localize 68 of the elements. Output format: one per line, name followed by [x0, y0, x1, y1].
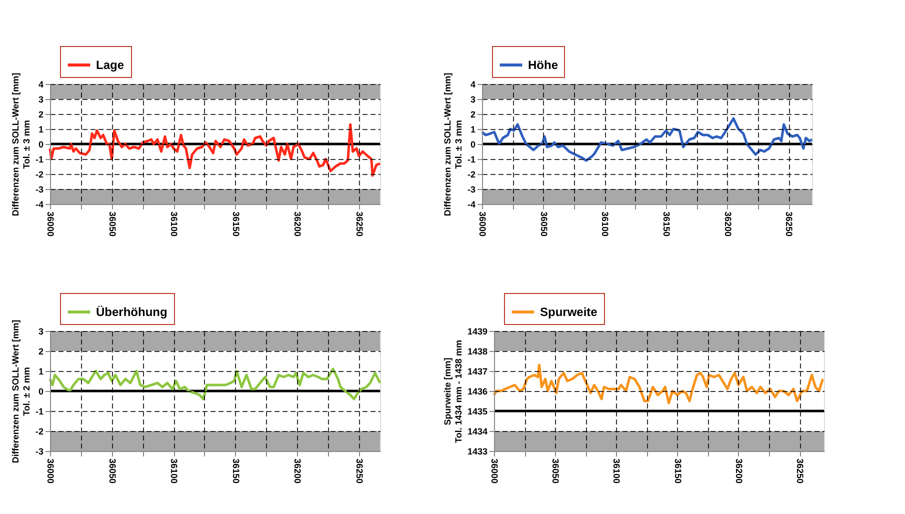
y-tick-label: 1 — [38, 366, 44, 376]
y-tick-label: 1436 — [467, 386, 488, 396]
y-tick-label: 2 — [38, 110, 44, 120]
line-series — [48, 123, 382, 177]
x-tick-label: 36100 — [169, 458, 180, 484]
y-tick-label: 3 — [38, 326, 44, 336]
x-tick-label: 36200 — [292, 212, 303, 237]
x-tick-label: 36150 — [230, 458, 241, 484]
x-tick-label: 36200 — [292, 458, 303, 484]
y-tick-label: 1 — [38, 124, 44, 134]
x-tick-label: 36100 — [169, 212, 180, 237]
y-tick-label: -3 — [35, 184, 44, 194]
x-tick-label: 36100 — [600, 212, 610, 237]
y-tick-label: -1 — [35, 406, 44, 416]
x-tick-label: 36150 — [230, 212, 241, 237]
y-tick-label: 1438 — [467, 346, 488, 356]
y-tick-label: 1437 — [467, 366, 488, 376]
y-axis-title: Spurweite [mm] Tol. 1434 mm - 1438 mm — [442, 340, 464, 443]
x-tick-label: 36250 — [354, 212, 364, 237]
y-tick-label: 3 — [470, 94, 476, 104]
y-tick-label: -4 — [35, 200, 44, 210]
x-tick-label: 36200 — [722, 212, 733, 237]
y-tick-label: -3 — [467, 184, 476, 194]
line-series — [48, 368, 382, 400]
x-tick-label: 36050 — [107, 212, 118, 237]
y-tick-label: -2 — [35, 426, 44, 436]
line-series — [492, 364, 824, 404]
x-tick-label: 36150 — [672, 458, 683, 484]
x-tick-label: 36050 — [107, 458, 118, 484]
legend-label: Überhöhung — [96, 305, 168, 319]
y-tick-label: 0 — [38, 386, 44, 396]
y-axis-title: Differenzen zum SOLL-Wert [mm] Tol. ± 2 mm — [10, 320, 32, 464]
y-tick-label: 4 — [38, 80, 44, 90]
y-tick-label: 0 — [470, 140, 476, 150]
y-tick-label: -1 — [467, 154, 476, 164]
x-tick-label: 36000 — [46, 212, 56, 237]
y-tick-label: -2 — [467, 170, 476, 180]
y-tick-label: 1433 — [467, 446, 488, 456]
legend-label: Spurweite — [540, 305, 598, 319]
y-axis-title: Differenzen zum SOLL-Wert [mm] Tol. ± 3 mm — [442, 72, 464, 216]
y-tick-label: 4 — [470, 80, 476, 90]
x-tick-label: 36000 — [478, 212, 488, 237]
y-tick-label: 1434 — [467, 426, 488, 436]
x-tick-label: 36150 — [662, 212, 672, 237]
x-tick-label: 36100 — [612, 458, 622, 484]
legend-label: Lage — [96, 58, 124, 72]
y-tick-label: 1435 — [467, 406, 488, 416]
y-tick-label: 3 — [38, 94, 44, 104]
y-tick-label: -1 — [35, 154, 44, 164]
x-tick-label: 36250 — [354, 458, 364, 484]
legend-label: Höhe — [528, 58, 558, 72]
x-tick-label: 36050 — [550, 458, 561, 484]
y-tick-label: -2 — [35, 170, 44, 180]
y-tick-label: -4 — [467, 200, 476, 210]
y-tick-label: 0 — [38, 140, 44, 150]
x-tick-label: 36200 — [734, 458, 744, 484]
y-tick-label: 2 — [38, 346, 44, 356]
y-tick-label: -3 — [35, 446, 44, 456]
line-series — [480, 117, 814, 162]
y-tick-label: 1 — [470, 124, 476, 134]
x-tick-label: 36000 — [46, 458, 56, 484]
x-tick-label: 36050 — [538, 212, 549, 237]
y-axis-title: Differenzen zum SOLL-Wert [mm] Tol. ± 3 mm — [10, 72, 32, 216]
x-tick-label: 36000 — [490, 458, 500, 484]
x-tick-label: 36250 — [795, 458, 806, 484]
y-tick-label: 1439 — [467, 326, 488, 336]
x-tick-label: 36250 — [784, 212, 794, 237]
y-tick-label: 2 — [470, 110, 476, 120]
